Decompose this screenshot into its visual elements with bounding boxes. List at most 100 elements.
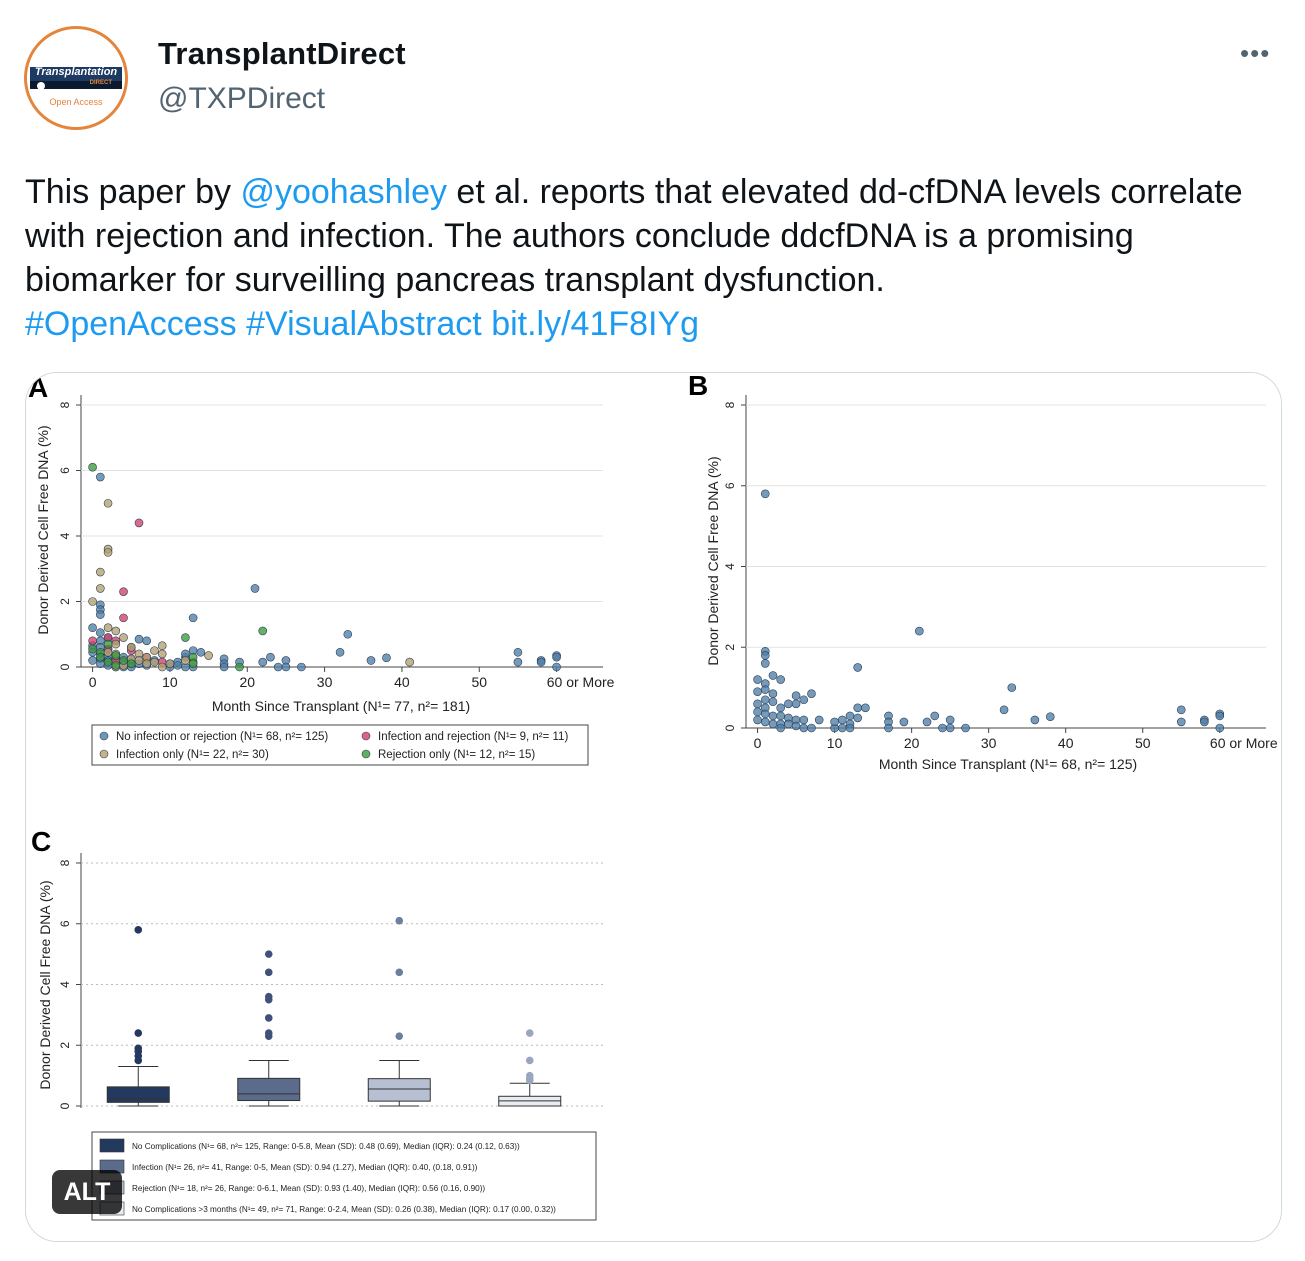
data-point xyxy=(297,662,306,672)
data-point xyxy=(1200,717,1209,727)
x-tick-label: 30 xyxy=(981,735,997,751)
data-point xyxy=(760,685,770,694)
outlier-point xyxy=(525,1056,534,1065)
data-point xyxy=(807,689,816,698)
data-point xyxy=(88,644,97,654)
data-point xyxy=(103,647,113,657)
x-tick-label: 20 xyxy=(239,674,255,690)
data-point xyxy=(219,662,229,672)
logo-text-bottom: Open Access xyxy=(49,97,103,107)
tweet-text: This paper by @yoohashley et al. reports… xyxy=(25,170,1290,346)
data-point xyxy=(405,657,414,667)
data-point xyxy=(945,715,955,725)
data-point xyxy=(760,717,770,727)
data-point xyxy=(807,723,816,733)
box xyxy=(367,1078,431,1102)
chart-panel-b: 0 2 4 6 8 0 10 20 30 40 50 60 or More Donor Derived… xyxy=(705,395,1278,772)
outlier-point xyxy=(395,968,404,977)
y-tick-label: 2 xyxy=(723,644,737,651)
data-point xyxy=(1215,723,1225,733)
hashtag-openaccess[interactable]: #OpenAccess xyxy=(25,305,237,343)
outlier-point xyxy=(395,1032,404,1040)
y-tick-label: 6 xyxy=(58,920,72,927)
y-tick-label: 2 xyxy=(58,598,72,605)
chart-panel-c: 0 2 4 6 8 Donor Derived Cell Free DNA (%) No… xyxy=(37,853,603,1221)
data-point xyxy=(784,719,793,729)
y-tick-label: 4 xyxy=(58,981,72,988)
outlier-point xyxy=(134,1029,143,1037)
data-point xyxy=(853,663,863,672)
data-point xyxy=(799,723,809,733)
legend-swatch xyxy=(99,1138,125,1153)
x-tick-label: 50 xyxy=(1135,735,1151,751)
data-point xyxy=(134,518,144,528)
data-point xyxy=(157,649,167,659)
avatar[interactable]: Transplantation DIRECT Open Access xyxy=(24,26,128,130)
box xyxy=(106,1086,170,1103)
legend-box-a xyxy=(91,724,589,766)
legend-box-c xyxy=(91,1131,597,1221)
transplant-direct-logo: Transplantation DIRECT Open Access xyxy=(27,29,125,127)
alt-text-badge[interactable]: ALT xyxy=(52,1170,122,1214)
data-point xyxy=(784,699,793,709)
chart-panel-a: 0 2 4 6 8 0 10 20 30 40 50 60 or More Donor Derived… xyxy=(35,395,615,766)
tweet-text-part1: This paper by xyxy=(25,173,241,211)
data-point xyxy=(915,626,924,636)
data-point xyxy=(165,659,175,669)
data-point xyxy=(96,584,105,593)
data-point xyxy=(96,567,105,577)
data-point xyxy=(861,703,870,713)
legend-marker xyxy=(99,731,109,741)
y-axis-label-c: Donor Derived Cell Free DNA (%) xyxy=(37,880,53,1089)
data-point xyxy=(552,662,561,672)
data-point xyxy=(760,489,770,499)
data-point xyxy=(134,656,144,665)
data-point xyxy=(791,721,801,731)
panel-label-c: C xyxy=(31,826,51,857)
legend-marker xyxy=(361,731,371,741)
data-point xyxy=(88,462,97,472)
y-axis-label-a: Donor Derived Cell Free DNA (%) xyxy=(35,425,51,634)
data-point xyxy=(799,715,809,725)
data-point xyxy=(768,689,778,698)
y-tick-label: 6 xyxy=(723,482,737,489)
media-image[interactable]: A B C 0 2 4 6 8 0 10 20 30 40 50 60 or More Donor D… xyxy=(25,372,1282,1242)
account-name[interactable]: TransplantDirect xyxy=(158,36,406,71)
data-point xyxy=(88,656,97,665)
data-point xyxy=(126,643,136,652)
legend-label: Rejection (N¹= 18, n²= 26, Range: 0-6.1,… xyxy=(132,1184,485,1193)
data-point xyxy=(1215,711,1225,721)
data-point xyxy=(753,715,762,725)
data-point xyxy=(760,709,770,719)
box xyxy=(237,1077,301,1102)
data-point xyxy=(134,634,144,644)
account-handle[interactable]: @TXPDirect xyxy=(158,82,326,115)
outlier-point xyxy=(264,1014,273,1022)
data-point xyxy=(96,652,105,662)
data-point xyxy=(273,662,283,672)
y-tick-label: 6 xyxy=(58,467,72,474)
data-point xyxy=(845,711,855,721)
data-point xyxy=(181,656,190,665)
outlier-point xyxy=(134,1056,143,1065)
data-point xyxy=(938,723,947,733)
data-point xyxy=(111,661,121,670)
y-tick-label: 0 xyxy=(58,663,72,670)
data-point xyxy=(103,639,113,649)
data-point xyxy=(853,713,863,723)
data-point xyxy=(281,662,291,672)
mention-link[interactable]: @yoohashley xyxy=(240,173,447,211)
data-point xyxy=(126,659,136,669)
data-point xyxy=(768,697,778,707)
data-point xyxy=(899,717,909,727)
data-point xyxy=(552,652,561,662)
y-tick-label: 8 xyxy=(58,859,72,866)
data-point xyxy=(196,647,206,657)
outlier-point xyxy=(525,1076,534,1084)
x-tick-label: 40 xyxy=(394,674,410,690)
data-point xyxy=(1176,705,1186,715)
article-link[interactable]: bit.ly/41F8IYg xyxy=(491,305,700,343)
more-options-icon[interactable]: ••• xyxy=(1240,38,1271,68)
hashtag-visualabstract[interactable]: #VisualAbstract xyxy=(246,305,482,343)
data-point xyxy=(760,695,770,705)
